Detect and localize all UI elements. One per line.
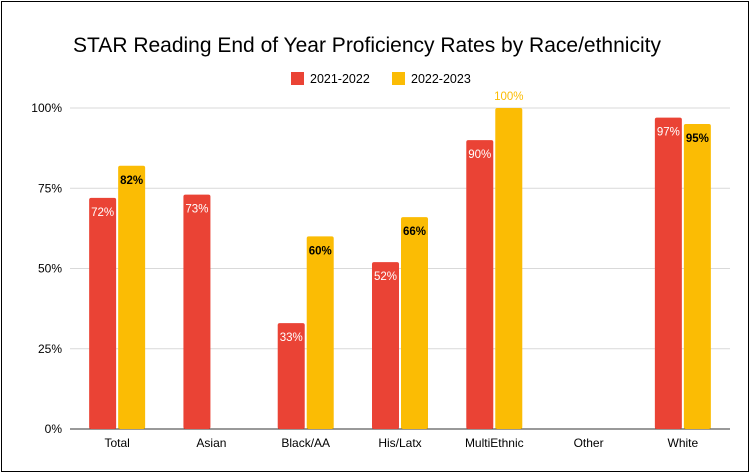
bar-2021-2022-multiethnic: [466, 140, 494, 429]
legend: 2021-2022 2022-2023: [291, 72, 471, 86]
data-label-2021-2022-white: 97%: [657, 127, 680, 139]
bar-2022-2023-white: [683, 124, 711, 430]
y-tick-label: 0%: [45, 422, 63, 436]
data-label-2021-2022-asian: 73%: [185, 204, 208, 216]
bar-2022-2023-total: [118, 165, 146, 429]
y-tick-label: 100%: [31, 101, 62, 115]
y-axis: 0% 25% 50% 75% 100%: [31, 101, 62, 436]
bar-2021-2022-asian: [183, 194, 211, 429]
data-label-2022-2023-black-aa: 60%: [309, 245, 332, 257]
y-tick-label: 25%: [38, 342, 62, 356]
gridlines: [70, 107, 730, 430]
legend-swatch-2021-2022: [291, 72, 304, 85]
data-label-2021-2022-black-aa: 33%: [280, 332, 303, 344]
x-tick-label: Black/AA: [281, 436, 330, 450]
legend-label-2021-2022: 2021-2022: [310, 72, 370, 86]
x-axis: Total Asian Black/AA His/Latx MultiEthnic Oth…: [104, 436, 698, 450]
x-tick-label: Other: [574, 436, 604, 450]
legend-swatch-2022-2023: [392, 72, 405, 85]
x-tick-label: Total: [104, 436, 129, 450]
bars: [89, 108, 711, 430]
bar-labels: 72% 82% 73% 33% 60% 52% 66% 90% 100% 97% 95%: [91, 91, 709, 344]
chart-title: STAR Reading End of Year Proficiency Rat…: [73, 34, 661, 57]
y-tick-label: 50%: [38, 262, 62, 276]
x-tick-label: MultiEthnic: [465, 436, 524, 450]
bar-2022-2023-multiethnic: [495, 108, 523, 429]
data-label-2021-2022-multiethnic: 90%: [468, 149, 491, 161]
legend-label-2022-2023: 2022-2023: [411, 72, 471, 86]
data-label-2021-2022-total: 72%: [91, 207, 114, 219]
data-label-2022-2023-total: 82%: [120, 175, 143, 187]
x-tick-label: His/Latx: [378, 436, 421, 450]
bar-2021-2022-black-aa: [277, 323, 305, 429]
data-label-2022-2023-multiethnic: 100%: [494, 91, 523, 103]
data-label-2021-2022-his-latx: 52%: [374, 271, 397, 283]
bar-2021-2022-white: [654, 117, 682, 429]
bar-2022-2023-his-latx: [401, 217, 428, 429]
x-tick-label: White: [668, 436, 699, 450]
x-tick-label: Asian: [196, 436, 226, 450]
bar-2021-2022-his-latx: [372, 262, 399, 429]
data-label-2022-2023-white: 95%: [686, 133, 709, 145]
y-tick-label: 75%: [38, 181, 62, 195]
data-label-2022-2023-his-latx: 66%: [403, 226, 426, 238]
bar-2022-2023-black-aa: [306, 236, 334, 429]
bar-2021-2022-total: [89, 197, 117, 429]
